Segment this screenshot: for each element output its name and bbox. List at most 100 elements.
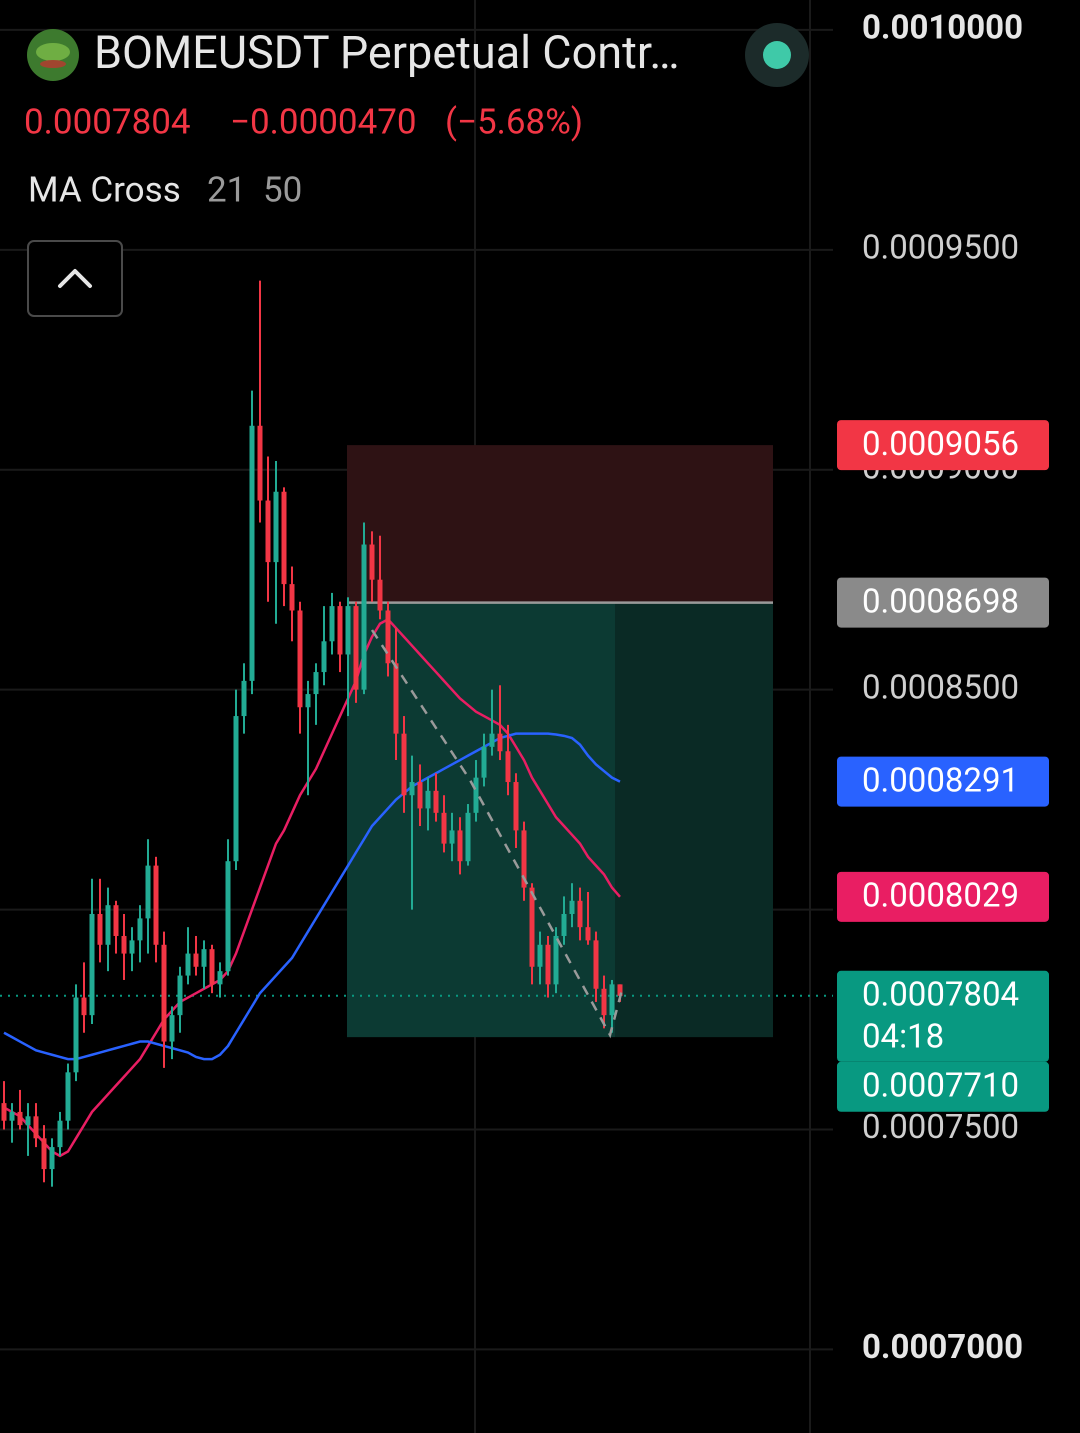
candle-body	[409, 782, 415, 796]
candle-body	[289, 584, 295, 611]
candle-body	[377, 579, 383, 611]
price-badge-label: 0.0008291	[862, 761, 1019, 800]
candle-body	[121, 935, 127, 954]
last-price-badge-label: 0.0007804	[862, 976, 1019, 1015]
price-badge-label: 0.0008698	[862, 582, 1019, 621]
candle-body	[449, 830, 455, 844]
price-badge-label: 0.0007710	[862, 1067, 1019, 1106]
candle-body	[521, 830, 527, 888]
price-badge-label: 0.0008029	[862, 877, 1019, 916]
indicator-name: MA Cross	[28, 169, 181, 210]
candle-body	[569, 900, 575, 914]
candle-body	[505, 751, 511, 783]
candle-body	[345, 606, 351, 655]
collapse-button[interactable]	[27, 240, 123, 317]
target-zone-future	[615, 602, 773, 1038]
price-change-pct: (−5.68%)	[445, 101, 583, 142]
y-tick-label: 0.0008500	[862, 668, 1019, 707]
candle-body	[273, 491, 279, 563]
candle-body	[393, 663, 399, 734]
candle-body	[153, 865, 159, 945]
candle-body	[177, 975, 183, 1016]
candle-body	[609, 984, 615, 1016]
candle-body	[561, 913, 567, 936]
candle-body	[577, 900, 583, 928]
candle-body	[97, 913, 103, 945]
countdown-label: 04:18	[862, 1018, 944, 1057]
position-tool	[0, 445, 833, 1038]
candle-body	[617, 984, 623, 996]
candle-body	[553, 935, 559, 985]
candle-body	[33, 1116, 39, 1139]
candle-body	[417, 782, 423, 809]
candle-body	[593, 940, 599, 989]
candle-body	[185, 953, 191, 976]
candle-body	[161, 944, 167, 1042]
candle-body	[401, 733, 407, 796]
candle-body	[473, 777, 479, 813]
candle-body	[425, 790, 431, 809]
candle-body	[457, 830, 463, 862]
candle-body	[433, 790, 439, 813]
symbol-icon-mouth	[40, 60, 66, 68]
candle-body	[545, 944, 551, 985]
indicator-param: 21	[207, 169, 246, 210]
candle-body	[537, 944, 543, 967]
moving-averages	[3, 617, 621, 1158]
candle-body	[321, 641, 327, 673]
candle-body	[81, 997, 87, 1016]
candles	[1, 280, 623, 1187]
candle-body	[65, 1072, 71, 1121]
candle-body	[145, 865, 151, 919]
price-badge	[837, 871, 1049, 922]
symbol-title: BOMEUSDT Perpetual Contr…	[94, 26, 679, 79]
candle-body	[105, 905, 111, 945]
candle-body	[337, 606, 343, 655]
candle-body	[73, 997, 79, 1073]
candle-body	[369, 544, 375, 580]
chevron-up-icon	[58, 269, 92, 288]
candle-body	[529, 887, 535, 967]
candle-body	[201, 949, 207, 967]
candle-body	[497, 733, 503, 752]
header: BOMEUSDT Perpetual Contr… 0.0007804 −0.0…	[24, 23, 809, 317]
candle-body	[41, 1138, 47, 1170]
candle-body	[217, 971, 223, 985]
candle-body	[241, 680, 247, 717]
candle-body	[57, 1120, 63, 1148]
candle-body	[193, 953, 199, 967]
last-price: 0.0007804	[24, 101, 191, 142]
candle-body	[353, 606, 359, 690]
candle-body	[465, 812, 471, 862]
candle-body	[481, 746, 487, 778]
candle-body	[233, 716, 239, 862]
price-change: −0.0000470	[230, 101, 417, 142]
price-badge	[837, 1061, 1049, 1112]
candle-body	[169, 1015, 175, 1042]
stop-zone	[347, 445, 773, 603]
candle-body	[585, 927, 591, 941]
candle-body	[329, 606, 335, 642]
candle-body	[297, 610, 303, 708]
symbol-icon-face	[36, 43, 70, 61]
trend-line	[370, 629, 624, 1039]
candle-body	[209, 949, 215, 985]
candle-body	[9, 1111, 15, 1121]
candle-body	[489, 733, 495, 747]
candle-body	[513, 782, 519, 831]
candle-body	[225, 861, 231, 972]
candle-body	[129, 940, 135, 954]
y-tick-label: 0.0007000	[862, 1328, 1023, 1367]
price-badge	[837, 756, 1049, 807]
candle-body	[281, 491, 287, 585]
candle-body	[441, 812, 447, 844]
target-zone	[347, 602, 615, 1038]
status-dot[interactable]	[763, 41, 791, 69]
candle-body	[361, 544, 367, 690]
candle-body	[113, 905, 119, 936]
candle-body	[137, 918, 143, 941]
y-tick-label: 0.0010000	[862, 9, 1023, 48]
candle-body	[305, 694, 311, 708]
